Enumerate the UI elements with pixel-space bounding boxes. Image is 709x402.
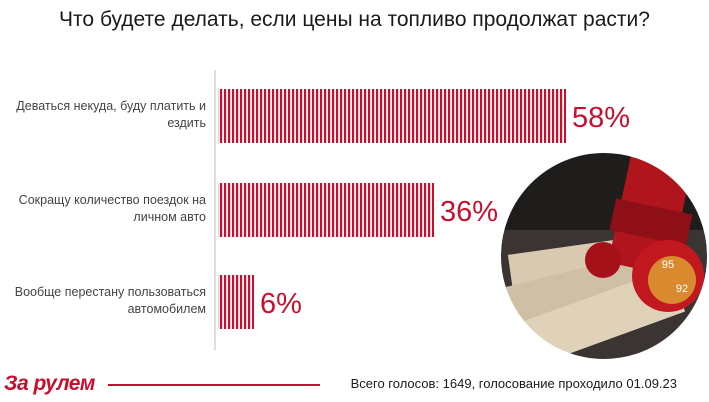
- octane-92-label: 92: [676, 283, 688, 295]
- octane-95-label: 95: [662, 259, 674, 271]
- value-label-1: 36%: [440, 196, 498, 228]
- fuel-nozzle-photo: [500, 152, 708, 360]
- bar-1: [218, 183, 434, 237]
- bar-0: [218, 89, 566, 143]
- bar-2: [218, 275, 254, 329]
- value-label-0: 58%: [572, 102, 630, 134]
- footer-divider: [108, 384, 320, 386]
- category-label-2: Вообще перестану пользоваться автомобилем: [15, 285, 206, 316]
- category-label-1: Сокращу количество поездок на личном авто: [19, 193, 206, 224]
- chart-title: Что будете делать, если цены на топливо …: [59, 8, 650, 31]
- brand-logo[interactable]: За рулем: [4, 372, 95, 395]
- value-label-2: 6%: [260, 288, 302, 320]
- category-label-0: Деваться некуда, буду платить и ездить: [16, 99, 206, 130]
- vote-summary: Всего голосов: 1649, голосование проходи…: [350, 376, 677, 391]
